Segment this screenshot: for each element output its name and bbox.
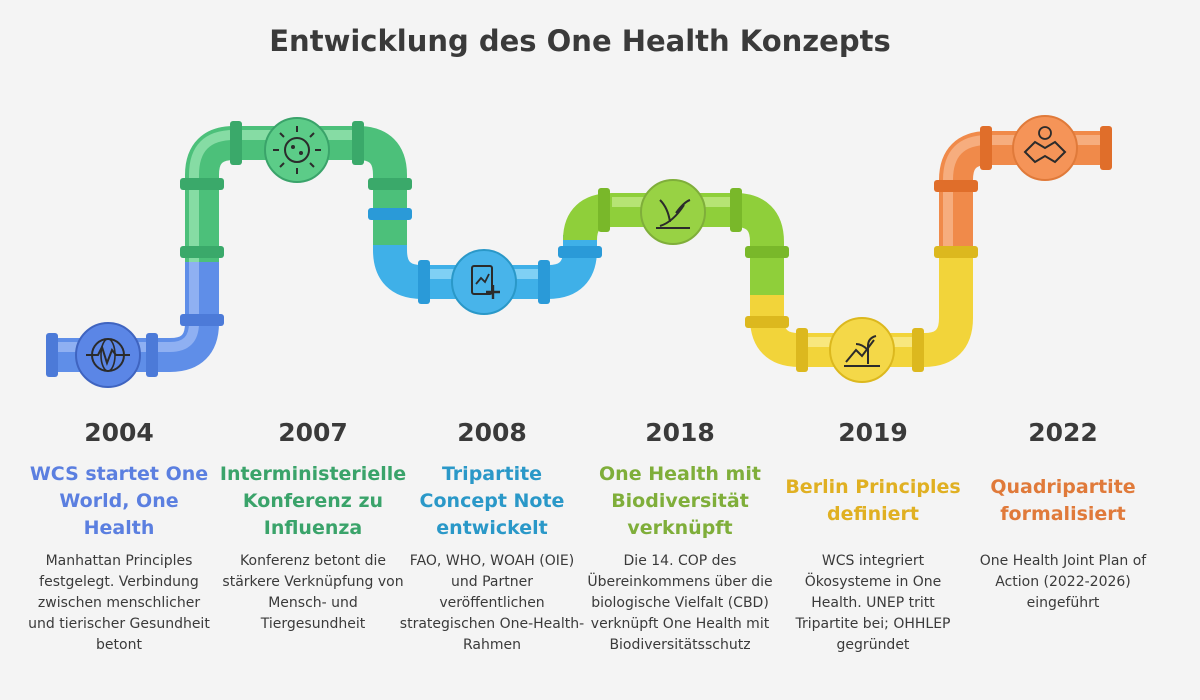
milestone-description: Konferenz betont die stärkere Verknüpfun… xyxy=(222,553,404,632)
pipe-flanges xyxy=(46,121,1112,377)
milestone-year: 2007 xyxy=(278,418,348,447)
milestone-heading: Berlin Principles definiert xyxy=(785,476,961,525)
milestone-heading: One Health mit Biodiversität verknüpft xyxy=(599,462,761,539)
milestone-2019: 2019 Berlin Principles definiert WCS int… xyxy=(778,418,968,656)
plant-growth-icon xyxy=(640,179,706,245)
milestone-2018: 2018 One Health mit Biodiversität verknü… xyxy=(585,418,775,656)
milestone-2004: 2004 WCS startet One World, One Health M… xyxy=(24,418,214,656)
milestone-heading: WCS startet One World, One Health xyxy=(29,462,209,539)
milestone-year: 2008 xyxy=(457,418,527,447)
milestone-description: WCS integriert Ökosysteme in One Health.… xyxy=(795,553,951,653)
milestone-heading: Tripartite Concept Note entwickelt xyxy=(419,462,565,539)
ecosystem-growth-icon xyxy=(829,317,895,383)
milestone-heading: Interministerielle Konferenz zu Influenz… xyxy=(219,462,407,539)
milestone-2007: 2007 Interministerielle Konferenz zu Inf… xyxy=(218,418,408,635)
milestone-description: Manhattan Principles festgelegt. Verbind… xyxy=(28,553,210,653)
milestone-year: 2018 xyxy=(645,418,715,447)
milestone-description: Die 14. COP des Übereinkommens über die … xyxy=(587,553,773,653)
milestone-year: 2022 xyxy=(1028,418,1098,447)
milestone-2008: 2008 Tripartite Concept Note entwickelt … xyxy=(397,418,587,656)
milestone-heading: Quadripartite formalisiert xyxy=(990,476,1136,525)
virus-icon xyxy=(264,117,330,183)
milestone-2022: 2022 Quadripartite formalisiert One Heal… xyxy=(968,418,1158,614)
health-document-icon xyxy=(451,249,517,315)
milestone-description: One Health Joint Plan of Action (2022-20… xyxy=(979,553,1147,611)
milestone-description: FAO, WHO, WOAH (OIE) und Partner veröffe… xyxy=(399,553,585,653)
milestone-year: 2004 xyxy=(84,418,154,447)
globe-heartbeat-icon xyxy=(75,322,141,388)
page-title: Entwicklung des One Health Konzepts xyxy=(269,24,891,58)
pipeline-graphic xyxy=(46,115,1112,388)
milestone-year: 2019 xyxy=(838,418,908,447)
handshake-icon xyxy=(1012,115,1078,181)
